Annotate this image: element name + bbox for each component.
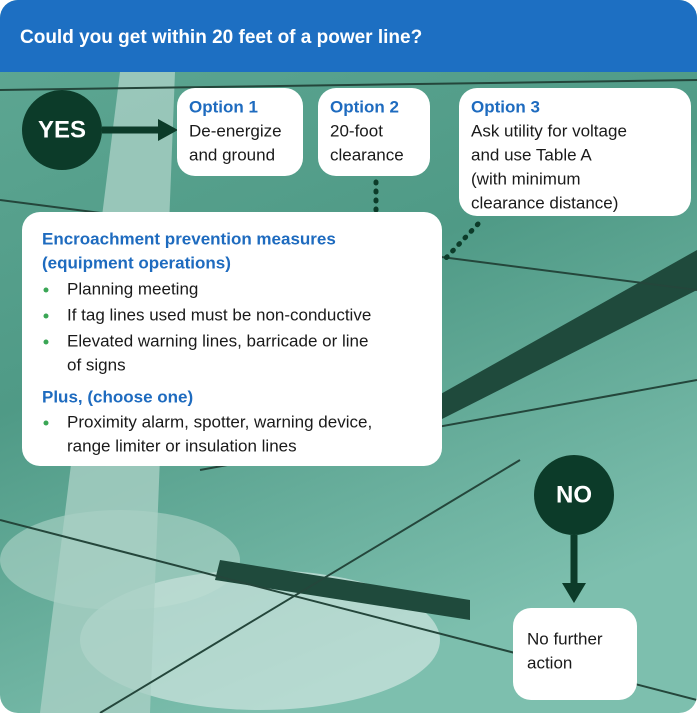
bullet-text: Proximity alarm, spotter, warning device… — [67, 412, 372, 431]
bullet-text: Elevated warning lines, barricade or lin… — [67, 331, 368, 350]
option-text: and ground — [189, 145, 275, 164]
measures-title: Encroachment prevention measures — [42, 229, 336, 248]
option-text: De-energize — [189, 121, 282, 140]
result-text: action — [527, 653, 572, 672]
yes-label: YES — [38, 116, 86, 143]
bullet — [44, 340, 49, 345]
infographic: Could you get within 20 feet of a power … — [0, 0, 697, 713]
plus-title: Plus, (choose one) — [42, 387, 193, 406]
option-text: Ask utility for voltage — [471, 121, 627, 140]
bullet-text: range limiter or insulation lines — [67, 436, 297, 455]
option-title: Option 1 — [189, 97, 258, 116]
option-text: and use Table A — [471, 145, 592, 164]
bullet-text: If tag lines used must be non-conductive — [67, 305, 371, 324]
result-text: No further — [527, 629, 603, 648]
bullet — [44, 288, 49, 293]
measures-title: (equipment operations) — [42, 253, 231, 272]
bullet — [44, 421, 49, 426]
bullet-text: of signs — [67, 355, 126, 374]
bullet — [44, 314, 49, 319]
option-title: Option 3 — [471, 97, 540, 116]
header-title: Could you get within 20 feet of a power … — [20, 27, 422, 48]
option-text: (with minimum — [471, 169, 581, 188]
bullet-text: Planning meeting — [67, 279, 198, 298]
option-title: Option 2 — [330, 97, 399, 116]
option-text: clearance distance) — [471, 193, 618, 212]
no-label: NO — [556, 481, 592, 508]
option-text: 20-foot — [330, 121, 383, 140]
page: Could you get within 20 feet of a power … — [0, 0, 697, 713]
option-text: clearance — [330, 145, 404, 164]
